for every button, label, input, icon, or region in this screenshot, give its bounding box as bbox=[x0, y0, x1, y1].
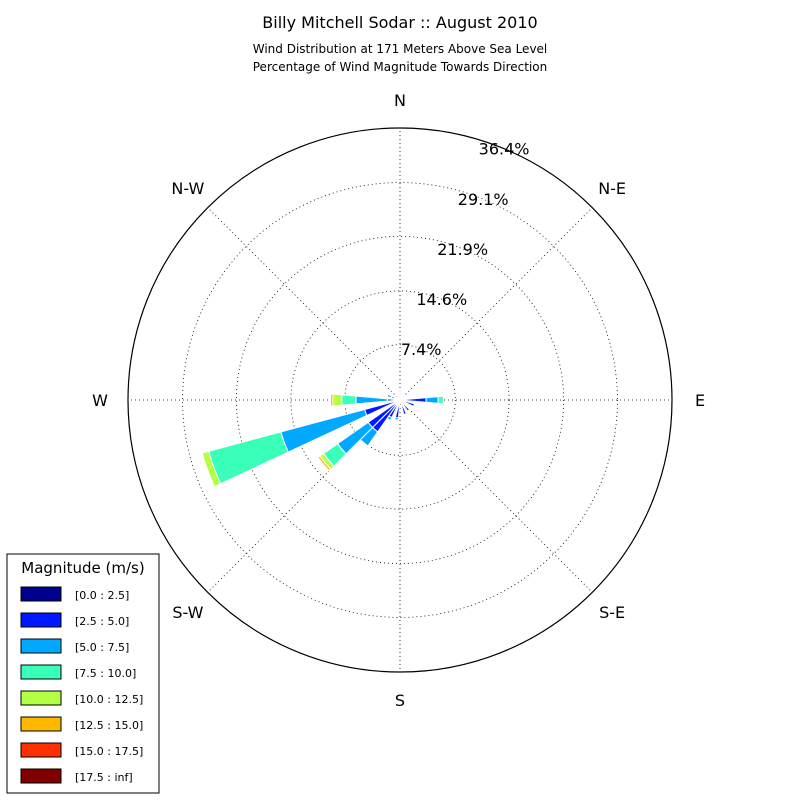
radial-tick-labels: 7.4% 14.6% 21.9% 29.1% 36.4% bbox=[401, 140, 530, 359]
direction-label-n-e: N-E bbox=[598, 179, 626, 198]
direction-labels: N N-E E S-E S S-W W N-W bbox=[92, 91, 705, 710]
grid-spoke-5 bbox=[207, 399, 401, 593]
direction-label-s-e: S-E bbox=[599, 603, 625, 622]
legend-label-5: [12.5 : 15.0] bbox=[75, 719, 143, 732]
legend-swatch-7 bbox=[20, 768, 62, 784]
legend-label-6: [15.0 : 17.5] bbox=[75, 745, 143, 758]
polar-grid bbox=[128, 128, 672, 672]
direction-label-e: E bbox=[695, 391, 705, 410]
grid-ring-3 bbox=[235, 235, 565, 565]
legend-swatch-0 bbox=[20, 586, 62, 602]
direction-label-s-w: S-W bbox=[172, 603, 203, 622]
legend-swatch-1 bbox=[20, 612, 62, 628]
legend: Magnitude (m/s) [0.0 : 2.5] [2.5 : 5.0] [5.… bbox=[6, 553, 160, 794]
bar-dir190-bin2 bbox=[394, 416, 399, 421]
chart-subtitle-line-1: Wind Distribution at 171 Meters Above Se… bbox=[253, 42, 548, 56]
radial-tick-label-4: 29.1% bbox=[458, 190, 509, 209]
direction-label-n: N bbox=[394, 91, 406, 110]
bar-dir0-bin2 bbox=[398, 390, 402, 394]
bar-dir270-bin4 bbox=[332, 393, 343, 407]
bar-dir230-bin5 bbox=[317, 455, 332, 472]
bar-dir270-bin5 bbox=[330, 393, 334, 407]
legend-title: Magnitude (m/s) bbox=[21, 559, 144, 577]
legend-label-3: [7.5 : 10.0] bbox=[75, 667, 136, 680]
polar-frame bbox=[127, 127, 673, 673]
legend-swatch-3 bbox=[20, 664, 62, 680]
chart-subtitle-line-2: Percentage of Wind Magnitude Towards Dir… bbox=[253, 60, 547, 74]
chart-title: Billy Mitchell Sodar :: August 2010 bbox=[262, 13, 537, 32]
grid-ring-4 bbox=[182, 182, 618, 618]
bar-dir270-bin3 bbox=[341, 394, 357, 406]
grid-spoke-7 bbox=[207, 207, 401, 401]
bar-dir250-bin3 bbox=[208, 431, 289, 485]
bar-dir340-bin1 bbox=[397, 395, 401, 400]
legend-swatch-6 bbox=[20, 742, 62, 758]
legend-label-4: [10.0 : 12.5] bbox=[75, 693, 143, 706]
radial-tick-label-2: 14.6% bbox=[416, 290, 467, 309]
outer-circle bbox=[127, 127, 673, 673]
legend-label-0: [0.0 : 2.5] bbox=[75, 589, 129, 602]
bar-dir90-bin3 bbox=[437, 395, 444, 405]
legend-label-1: [2.5 : 5.0] bbox=[75, 615, 129, 628]
legend-swatch-5 bbox=[20, 716, 62, 732]
legend-label-7: [17.5 : inf] bbox=[75, 771, 133, 784]
direction-label-s: S bbox=[395, 691, 405, 710]
grid-spoke-3 bbox=[399, 399, 593, 593]
grid-ring-2 bbox=[290, 290, 510, 510]
chart-titles: Billy Mitchell Sodar :: August 2010 Wind… bbox=[253, 13, 548, 74]
bar-dir90-bin2 bbox=[425, 396, 439, 404]
direction-label-n-w: N-W bbox=[171, 179, 204, 198]
radial-tick-label-5: 36.4% bbox=[479, 140, 530, 159]
bar-dir290-bin2 bbox=[386, 393, 393, 399]
radial-tick-label-3: 21.9% bbox=[437, 240, 488, 259]
legend-label-2: [5.0 : 7.5] bbox=[75, 641, 129, 654]
radial-tick-label-1: 7.4% bbox=[401, 340, 442, 359]
bar-dir270-bin2 bbox=[355, 395, 388, 405]
legend-swatch-2 bbox=[20, 638, 62, 654]
grid-spoke-1 bbox=[399, 207, 593, 401]
legend-swatch-4 bbox=[20, 690, 62, 706]
grid-ring-1 bbox=[344, 344, 456, 456]
direction-label-w: W bbox=[92, 391, 108, 410]
bar-dir250-bin4 bbox=[201, 450, 222, 488]
wind-bars bbox=[201, 390, 444, 488]
